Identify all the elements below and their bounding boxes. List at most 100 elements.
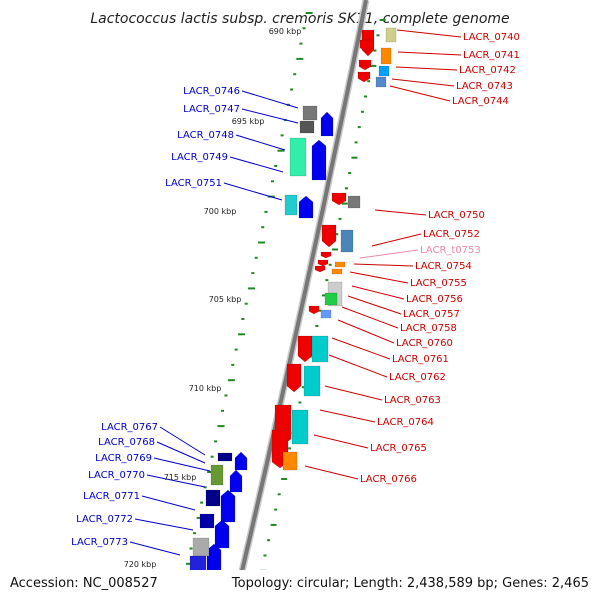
leader-line [304, 465, 359, 480]
gene-domain [210, 464, 224, 486]
tracks-layer [182, 0, 386, 600]
tick-inner [305, 12, 313, 14]
gene-label-minus: LACR_t0753 [420, 245, 481, 256]
gene-domain [302, 105, 318, 121]
gene-domain [340, 229, 354, 253]
gene-label-minus: LACR_0763 [384, 395, 441, 406]
gene-domain [217, 452, 233, 462]
tick-outer [267, 539, 271, 542]
tick-outer [288, 447, 292, 450]
gene-domain [284, 194, 298, 216]
gene-cds-minus [308, 305, 320, 315]
gene-label-plus: LACR_0748 [177, 130, 234, 141]
tick-outer [338, 217, 342, 220]
map-title: Lactococcus lactis subsp. cremoris SK11,… [90, 11, 509, 27]
leader-line [396, 29, 462, 38]
gene-label-plus: LACR_0771 [83, 491, 140, 502]
tick-outer [379, 19, 386, 21]
tick-inner [224, 394, 228, 397]
leader-line [371, 233, 422, 247]
backbone-line [233, 0, 368, 600]
tick-outer [364, 95, 368, 98]
tick-inner [290, 88, 294, 91]
leader-line [223, 182, 283, 201]
tick-outer [318, 309, 322, 312]
tick-outer [270, 523, 277, 526]
leader-line [156, 441, 206, 464]
leader-line [351, 285, 405, 300]
tick-outer [281, 478, 288, 480]
gene-cds-minus [286, 363, 302, 393]
gene-cds-minus [297, 335, 313, 363]
gene-label-plus: LACR_0747 [183, 104, 240, 115]
tick-outer [331, 248, 338, 251]
tick-inner [264, 210, 268, 213]
tick-inner [261, 226, 265, 229]
gene-domain [192, 537, 210, 557]
gene-cds-minus [321, 224, 337, 248]
gene-cds-minus [320, 251, 332, 259]
tick-outer [325, 279, 329, 282]
gene-domain [282, 451, 298, 471]
leader-line [337, 319, 395, 344]
tick-outer [335, 233, 339, 236]
gene-label-minus: LACR_0741 [463, 50, 520, 61]
kbp-label: 705 kbp [209, 295, 242, 304]
gene-label-plus: LACR_0768 [98, 437, 155, 448]
labels-layer: 690 kbp 695 kbp 700 kbp 705 kbp 710 kbp 715 k… [71, 27, 520, 569]
leader-line [141, 495, 196, 511]
gene-domain [347, 195, 361, 209]
leader-line [241, 90, 299, 109]
gene-label-minus: LACR_0761 [392, 354, 449, 365]
tick-inner [270, 180, 274, 183]
tick-outer [360, 110, 364, 113]
leader-line [134, 518, 194, 531]
leader-line [235, 134, 286, 151]
gene-domain [324, 292, 338, 306]
leader-line [328, 354, 388, 378]
gene-domain [199, 513, 215, 529]
tick-inner [210, 455, 214, 458]
kbp-label: 720 kbp [124, 560, 157, 569]
tick-inner [185, 562, 193, 565]
gene-cds-minus [317, 259, 329, 267]
accession-text: Accession: NC_008527 [10, 576, 158, 591]
tick-inner [299, 42, 303, 45]
gene-label-plus: LACR_0749 [171, 152, 228, 163]
kbp-label: 700 kbp [204, 207, 237, 216]
gene-domain [205, 489, 221, 507]
gene-label-plus: LACR_0751 [165, 178, 222, 189]
gene-cds-minus [358, 59, 372, 71]
gene-label-minus: LACR_0757 [403, 309, 460, 320]
tick-inner [221, 409, 225, 412]
gene-cds-minus [331, 192, 347, 206]
gene-domain [311, 335, 329, 363]
leader-line [341, 306, 399, 329]
leader-line [331, 337, 391, 360]
kbp-label: 690 kbp [269, 27, 302, 36]
tick-outer [315, 325, 319, 327]
gene-label-minus: LACR_0752 [423, 229, 480, 240]
gene-label-plus: LACR_0769 [95, 453, 152, 464]
footer-band [0, 570, 600, 600]
kbp-label: 715 kbp [164, 473, 197, 482]
tick-inner [227, 379, 235, 382]
leader-line [241, 108, 299, 124]
leader-line [229, 156, 284, 173]
gene-domain [385, 27, 397, 43]
gene-cds-plus [220, 489, 236, 523]
tick-outer [328, 263, 332, 266]
tick-inner [293, 73, 297, 76]
leader-line [146, 474, 206, 488]
leader-line [313, 434, 369, 449]
leader-line [397, 51, 462, 56]
gene-cds-plus [320, 111, 334, 137]
gene-label-minus: LACR_0755 [410, 278, 467, 289]
leader-line [129, 541, 181, 556]
tick-inner [251, 272, 255, 275]
gene-cds-plus [229, 469, 243, 493]
gene-label-plus: LACR_0746 [183, 86, 240, 97]
gene-label-minus: LACR_0766 [360, 474, 417, 485]
tick-inner [254, 256, 258, 259]
tick-outer [298, 401, 302, 404]
